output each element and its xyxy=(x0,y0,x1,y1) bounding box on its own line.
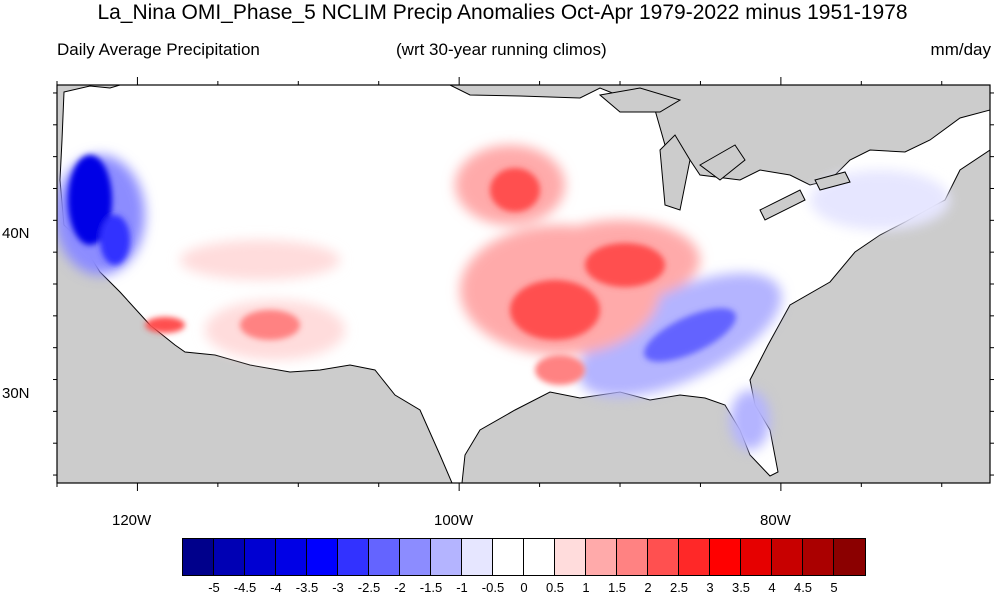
colorbar-box xyxy=(214,539,245,575)
lon-label-100w: 100W xyxy=(434,512,474,529)
colorbar-box xyxy=(276,539,307,575)
colorbar-box xyxy=(183,539,214,575)
lat-label-30n: 30N xyxy=(2,385,30,402)
colorbar-box xyxy=(369,539,400,575)
colorbar-label: -2.5 xyxy=(357,580,381,595)
colorbar-box xyxy=(586,539,617,575)
colorbar-label: -1 xyxy=(456,580,468,595)
subtitle-left: Daily Average Precipitation xyxy=(57,40,260,59)
colorbar-box xyxy=(493,539,524,575)
colorbar-box xyxy=(772,539,803,575)
colorbar-box xyxy=(431,539,462,575)
great-lakes xyxy=(598,87,851,221)
colorbar-label: 4.5 xyxy=(793,580,813,595)
anomaly-shading xyxy=(57,145,950,450)
colorbar-box xyxy=(679,539,710,575)
colorbar-label: -4.5 xyxy=(233,580,257,595)
colorbar-label: 2 xyxy=(644,580,652,595)
colorbar-label: 3.5 xyxy=(731,580,751,595)
colorbar-box xyxy=(555,539,586,575)
units-label: mm/day xyxy=(930,40,991,59)
colorbar-box xyxy=(617,539,648,575)
colorbar-label: 0 xyxy=(520,580,528,595)
colorbar-label: -4 xyxy=(270,580,282,595)
lon-label-120w: 120W xyxy=(112,512,152,529)
colorbar-label: -5 xyxy=(208,580,220,595)
colorbar-label: 1.5 xyxy=(607,580,627,595)
colorbar-label: 5 xyxy=(830,580,838,595)
colorbar-labels: -5 -4.5 -4 -3.5 -3 -2.5 -2 -1.5 -1 -0.5 0 0.5 1 1.5 2 2… xyxy=(0,581,1005,597)
colorbar-box xyxy=(338,539,369,575)
subtitle-center: (wrt 30-year running climos) xyxy=(396,40,607,59)
colorbar-label: 1 xyxy=(582,580,590,595)
colorbar-box xyxy=(400,539,431,575)
colorbar-label: -1.5 xyxy=(419,580,443,595)
lat-label-40n: 40N xyxy=(2,225,30,242)
colorbar-box xyxy=(462,539,493,575)
colorbar-box xyxy=(710,539,741,575)
colorbar-label: -0.5 xyxy=(481,580,505,595)
colorbar xyxy=(182,538,866,576)
colorbar-label: 2.5 xyxy=(669,580,689,595)
colorbar-box xyxy=(648,539,679,575)
colorbar-label: -3 xyxy=(332,580,344,595)
colorbar-box xyxy=(834,539,865,575)
chart-title: La_Nina OMI_Phase_5 NCLIM Precip Anomali… xyxy=(97,1,908,24)
lon-label-80w: 80W xyxy=(760,512,791,529)
colorbar-box xyxy=(307,539,338,575)
colorbar-box xyxy=(524,539,555,575)
colorbar-box xyxy=(245,539,276,575)
axis-ticks xyxy=(53,77,994,491)
colorbar-label: 3 xyxy=(706,580,714,595)
colorbar-label: -3.5 xyxy=(295,580,319,595)
colorbar-label: 0.5 xyxy=(545,580,565,595)
colorbar-label: -2 xyxy=(394,580,406,595)
colorbar-box xyxy=(741,539,772,575)
colorbar-label: 4 xyxy=(768,580,776,595)
colorbar-box xyxy=(803,539,834,575)
